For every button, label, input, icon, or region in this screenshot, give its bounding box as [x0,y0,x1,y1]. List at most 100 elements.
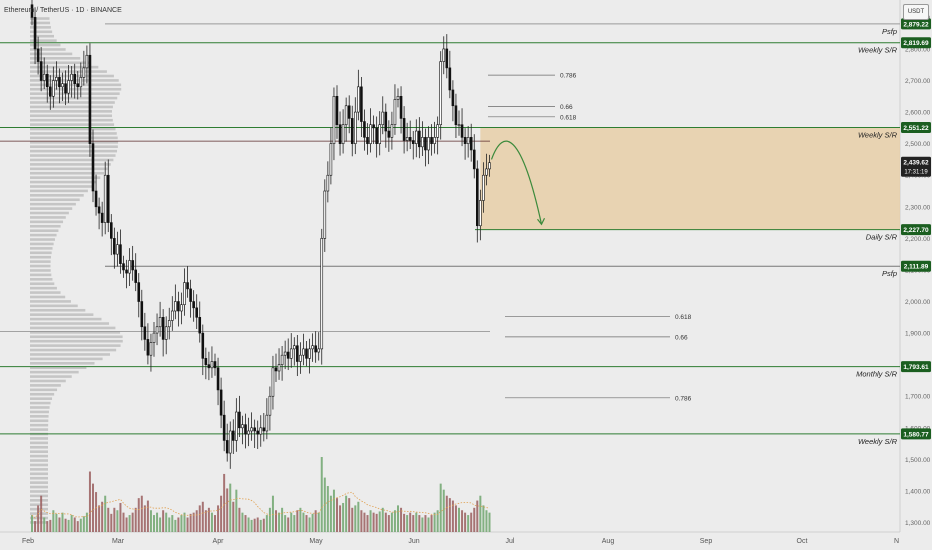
volume-bar [210,512,213,532]
candle-body [393,99,397,126]
volume-bar [61,512,64,532]
volume-profile-bar [30,176,101,179]
volume-bar [125,517,128,532]
volume-bar [412,515,415,532]
volume-bar [143,505,146,532]
volume-profile-bar [30,370,79,374]
candle-body [424,137,427,151]
volume-bar [320,457,323,532]
volume-profile-bar [30,202,76,206]
volume-bar [415,512,418,532]
volume-bar [70,515,73,532]
volume-bar [485,510,488,532]
time-axis-label: Aug [602,538,615,545]
candle-body [70,73,73,81]
volume-profile-bar [30,445,49,449]
volume-bar [445,495,448,532]
candle-body [411,140,415,144]
volume-profile-bar [30,242,54,246]
volume-bar [244,515,247,532]
volume-profile-bar [30,450,49,454]
volume-bar [305,515,308,532]
candle-body [30,4,34,18]
volume-profile-bar [30,481,49,484]
volume-profile-bar [30,57,81,60]
candle-body [250,427,253,432]
volume-bar [101,501,104,532]
candle-body [146,339,150,356]
candle-body [149,342,153,356]
volume-bar [214,515,216,532]
currency-badge[interactable]: USDT [903,4,929,20]
volume-bar [82,516,85,532]
volume-bar [162,510,165,532]
candle-body [418,130,421,148]
candle-body [460,124,464,138]
candle-body [247,430,250,435]
candle-body [427,137,430,151]
candle-body [88,54,92,144]
volume-profile-bar [30,335,123,339]
candle-body [372,124,375,129]
time-axis-label: Mar [112,538,125,545]
candle-body [433,137,436,144]
candle-body [445,48,449,69]
volume-bar [302,512,305,532]
candle-body [91,143,95,192]
candle-body [436,124,439,138]
volume-profile-bar [30,61,90,65]
volume-bar [268,507,271,532]
volume-bar [149,510,152,532]
volume-profile-bar [30,216,66,219]
candle-body [482,174,485,201]
volume-profile-bar [30,326,116,330]
candle-body [225,440,229,454]
volume-bar [464,512,467,532]
time-axis: Feb Mar Apr May Jun Jul Aug Sep Oct N [22,538,899,545]
level-label: Weekly S/R [858,437,898,446]
symbol-title: Ethereum / TetherUS · 1D · BINANCE [4,7,122,14]
volume-profile-bar [30,149,118,153]
candle-body [299,354,302,362]
volume-profile-bar [30,419,49,423]
volume-bar [95,492,98,532]
volume-bar [403,513,406,532]
volume-bar [241,512,244,532]
candle-body [119,244,122,264]
price-axis-background [900,0,932,550]
price-tag-bg [901,224,931,236]
volume-bar [256,517,259,532]
candle-body [485,168,488,176]
volume-profile-bar [30,353,110,356]
range-zone [480,127,900,230]
fib-label: 0.618 [560,114,577,121]
candle-body [48,86,52,97]
time-axis-label: Oct [797,538,808,545]
price-tick-label: 1,400.00 [905,488,931,495]
volume-bar [201,501,204,532]
price-tag-label: 2,111.89 [904,264,929,271]
volume-bar [351,507,354,532]
volume-bar [128,515,131,532]
volume-profile-bar [30,410,49,414]
volume-bar [52,510,55,532]
volume-bar [34,521,37,532]
candle-body [103,174,107,223]
volume-profile-bar [30,459,49,462]
candle-body [347,105,351,119]
level-label: Weekly S/R [858,130,898,139]
candle-body [302,348,305,356]
candle-body [296,345,299,362]
candle-body [45,73,49,88]
candle-body [39,61,43,81]
volume-profile-bar [30,304,78,308]
volume-bar [424,515,427,532]
volume-bar [174,519,177,532]
candle-body [204,358,208,365]
volume-profile-bar [30,163,111,166]
price-tag-label: 2,551.22 [903,125,929,132]
volume-profile-bar [30,300,71,303]
volume-bar [217,505,220,532]
